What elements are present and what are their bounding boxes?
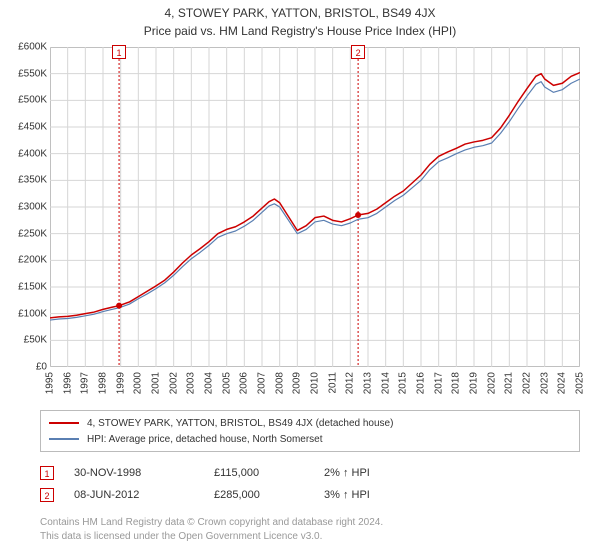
marker-info-row: 2 08-JUN-2012 £285,000 3% ↑ HPI bbox=[40, 484, 580, 506]
x-axis-label: 2025 bbox=[575, 372, 586, 394]
x-axis-label: 2021 bbox=[504, 372, 515, 394]
legend-label-hpi: HPI: Average price, detached house, Nort… bbox=[87, 434, 323, 445]
y-axis-label: £450K bbox=[18, 122, 47, 133]
x-axis-label: 2016 bbox=[416, 372, 427, 394]
page-root: 4, STOWEY PARK, YATTON, BRISTOL, BS49 4J… bbox=[0, 0, 600, 560]
x-axis-label: 2003 bbox=[186, 372, 197, 394]
x-axis-label: 2024 bbox=[557, 372, 568, 394]
x-axis-label: 1996 bbox=[62, 372, 73, 394]
y-axis-label: £600K bbox=[18, 42, 47, 53]
grid-lines bbox=[50, 47, 580, 367]
footnote-line: Contains HM Land Registry data © Crown c… bbox=[40, 516, 580, 530]
x-axis-label: 2008 bbox=[274, 372, 285, 394]
x-axis-label: 2023 bbox=[539, 372, 550, 394]
x-axis-label: 2006 bbox=[239, 372, 250, 394]
y-axis-label: £300K bbox=[18, 202, 47, 213]
marker-date: 08-JUN-2012 bbox=[74, 489, 214, 501]
x-axis-label: 2015 bbox=[398, 372, 409, 394]
marker-price: £285,000 bbox=[214, 489, 324, 501]
legend-swatch-hpi bbox=[49, 438, 79, 440]
y-axis-label: £200K bbox=[18, 255, 47, 266]
legend-row: HPI: Average price, detached house, Nort… bbox=[49, 431, 571, 447]
x-axis-label: 2011 bbox=[327, 372, 338, 394]
x-axis-label: 2002 bbox=[168, 372, 179, 394]
footnote-line: This data is licensed under the Open Gov… bbox=[40, 530, 580, 544]
x-axis-label: 2013 bbox=[363, 372, 374, 394]
y-axis-label: £150K bbox=[18, 282, 47, 293]
marker-pct: 3% ↑ HPI bbox=[324, 489, 424, 501]
marker-id-box: 2 bbox=[351, 45, 365, 59]
y-axis-label: £350K bbox=[18, 175, 47, 186]
marker-date: 30-NOV-1998 bbox=[74, 467, 214, 479]
y-axis-label: £500K bbox=[18, 95, 47, 106]
x-axis-label: 2020 bbox=[486, 372, 497, 394]
x-axis-label: 2022 bbox=[522, 372, 533, 394]
marker-info-table: 1 30-NOV-1998 £115,000 2% ↑ HPI 2 08-JUN… bbox=[40, 462, 580, 506]
chart-area: £0 £50K £100K £150K £200K £250K £300K £350K £400… bbox=[0, 42, 600, 402]
legend-box: 4, STOWEY PARK, YATTON, BRISTOL, BS49 4J… bbox=[40, 410, 580, 452]
x-axis-label: 2004 bbox=[204, 372, 215, 394]
x-axis-label: 2000 bbox=[133, 372, 144, 394]
plot-svg bbox=[50, 47, 580, 367]
y-axis-label: £400K bbox=[18, 148, 47, 159]
marker-id-box: 1 bbox=[112, 45, 126, 59]
y-axis-label: £50K bbox=[24, 335, 47, 346]
x-axis-label: 1998 bbox=[98, 372, 109, 394]
x-axis-label: 2005 bbox=[221, 372, 232, 394]
marker-id-box: 1 bbox=[40, 466, 54, 480]
y-axis-label: £100K bbox=[18, 308, 47, 319]
x-axis-label: 2012 bbox=[345, 372, 356, 394]
marker-price: £115,000 bbox=[214, 467, 324, 479]
marker-pct: 2% ↑ HPI bbox=[324, 467, 424, 479]
x-axis-label: 2018 bbox=[451, 372, 462, 394]
below-chart: 4, STOWEY PARK, YATTON, BRISTOL, BS49 4J… bbox=[40, 410, 580, 544]
marker-info-row: 1 30-NOV-1998 £115,000 2% ↑ HPI bbox=[40, 462, 580, 484]
x-axis-label: 2017 bbox=[433, 372, 444, 394]
x-axis-label: 2007 bbox=[257, 372, 268, 394]
x-axis-label: 2009 bbox=[292, 372, 303, 394]
footnote: Contains HM Land Registry data © Crown c… bbox=[40, 516, 580, 544]
legend-row: 4, STOWEY PARK, YATTON, BRISTOL, BS49 4J… bbox=[49, 415, 571, 431]
x-axis-label: 1999 bbox=[115, 372, 126, 394]
chart-subtitle: Price paid vs. HM Land Registry's House … bbox=[0, 20, 600, 38]
x-axis-label: 1995 bbox=[45, 372, 56, 394]
y-axis-label: £550K bbox=[18, 68, 47, 79]
x-axis-label: 2019 bbox=[469, 372, 480, 394]
x-axis-label: 1997 bbox=[80, 372, 91, 394]
x-axis-label: 2014 bbox=[380, 372, 391, 394]
legend-swatch-property bbox=[49, 422, 79, 424]
y-axis-label: £0 bbox=[36, 362, 47, 373]
marker-id-box: 2 bbox=[40, 488, 54, 502]
y-axis-label: £250K bbox=[18, 228, 47, 239]
x-axis-label: 2010 bbox=[310, 372, 321, 394]
legend-label-property: 4, STOWEY PARK, YATTON, BRISTOL, BS49 4J… bbox=[87, 418, 393, 429]
chart-title: 4, STOWEY PARK, YATTON, BRISTOL, BS49 4J… bbox=[0, 0, 600, 20]
x-axis-label: 2001 bbox=[151, 372, 162, 394]
